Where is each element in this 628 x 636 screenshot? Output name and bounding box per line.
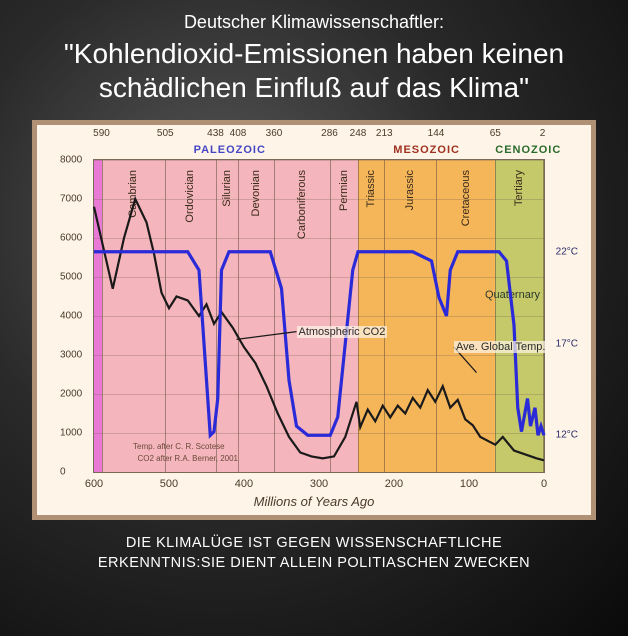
x-tick: 600	[85, 478, 103, 490]
y-tick-left: 6000	[60, 233, 82, 244]
annotation-label: Ave. Global Temp.	[454, 341, 547, 353]
boundary-tick: 505	[157, 128, 174, 139]
x-tick: 100	[460, 478, 478, 490]
header-title: "Kohlendioxid-Emissionen haben keinen sc…	[20, 37, 608, 104]
annotation-arrow	[237, 332, 297, 340]
x-tick: 500	[160, 478, 178, 490]
citation-text: Temp. after C. R. Scotese	[133, 442, 225, 451]
series-svg	[94, 160, 544, 472]
y-tick-left: 3000	[60, 350, 82, 361]
boundary-tick: 438	[207, 128, 224, 139]
x-tick: 400	[235, 478, 253, 490]
boundary-tick: 590	[93, 128, 110, 139]
y-tick-left: 2000	[60, 389, 82, 400]
boundary-tick: 144	[428, 128, 445, 139]
footer-line-1: DIE KLIMALÜGE IST GEGEN WISSENSCHAFTLICH…	[40, 534, 588, 554]
era-label: MESOZOIC	[358, 144, 495, 156]
x-axis-title: Millions of Years Ago	[37, 494, 591, 509]
era-label: CENOZOIC	[495, 144, 544, 156]
chart-container: Atmospheric CO2 (ppm) Average Global Tem…	[32, 120, 596, 520]
x-tick: 0	[541, 478, 547, 490]
boundary-tick: 286	[321, 128, 338, 139]
x-tick: 200	[385, 478, 403, 490]
y-tick-left: 8000	[60, 155, 82, 166]
footer-text: DIE KLIMALÜGE IST GEGEN WISSENSCHAFTLICH…	[0, 520, 628, 573]
y-tick-left: 4000	[60, 311, 82, 322]
boundary-tick: 213	[376, 128, 393, 139]
plot-area: PALEOZOICMESOZOICCENOZOIC590505438408360…	[93, 159, 545, 473]
x-tick: 300	[310, 478, 328, 490]
y-tick-left: 5000	[60, 272, 82, 283]
y-tick-right: 22°C	[556, 246, 578, 257]
y-tick-right: 17°C	[556, 338, 578, 349]
y-tick-left: 1000	[60, 428, 82, 439]
y-tick-right: 12°C	[556, 430, 578, 441]
header-subtitle: Deutscher Klimawissenschaftler:	[20, 12, 608, 33]
citation-text: CO2 after R.A. Berner, 2001	[138, 454, 239, 463]
era-label: PALEOZOIC	[102, 144, 359, 156]
annotation-label: Atmospheric CO2	[297, 326, 388, 338]
boundary-tick: 65	[490, 128, 501, 139]
boundary-tick: 2	[540, 128, 546, 139]
boundary-tick: 408	[230, 128, 247, 139]
y-tick-left: 0	[60, 467, 66, 478]
footer-line-2: ERKENNTNIS:SIE DIENT ALLEIN POLITIASCHEN…	[40, 554, 588, 574]
y-tick-left: 7000	[60, 194, 82, 205]
grid-line	[94, 472, 544, 473]
boundary-tick: 360	[266, 128, 283, 139]
boundary-tick: 248	[350, 128, 367, 139]
